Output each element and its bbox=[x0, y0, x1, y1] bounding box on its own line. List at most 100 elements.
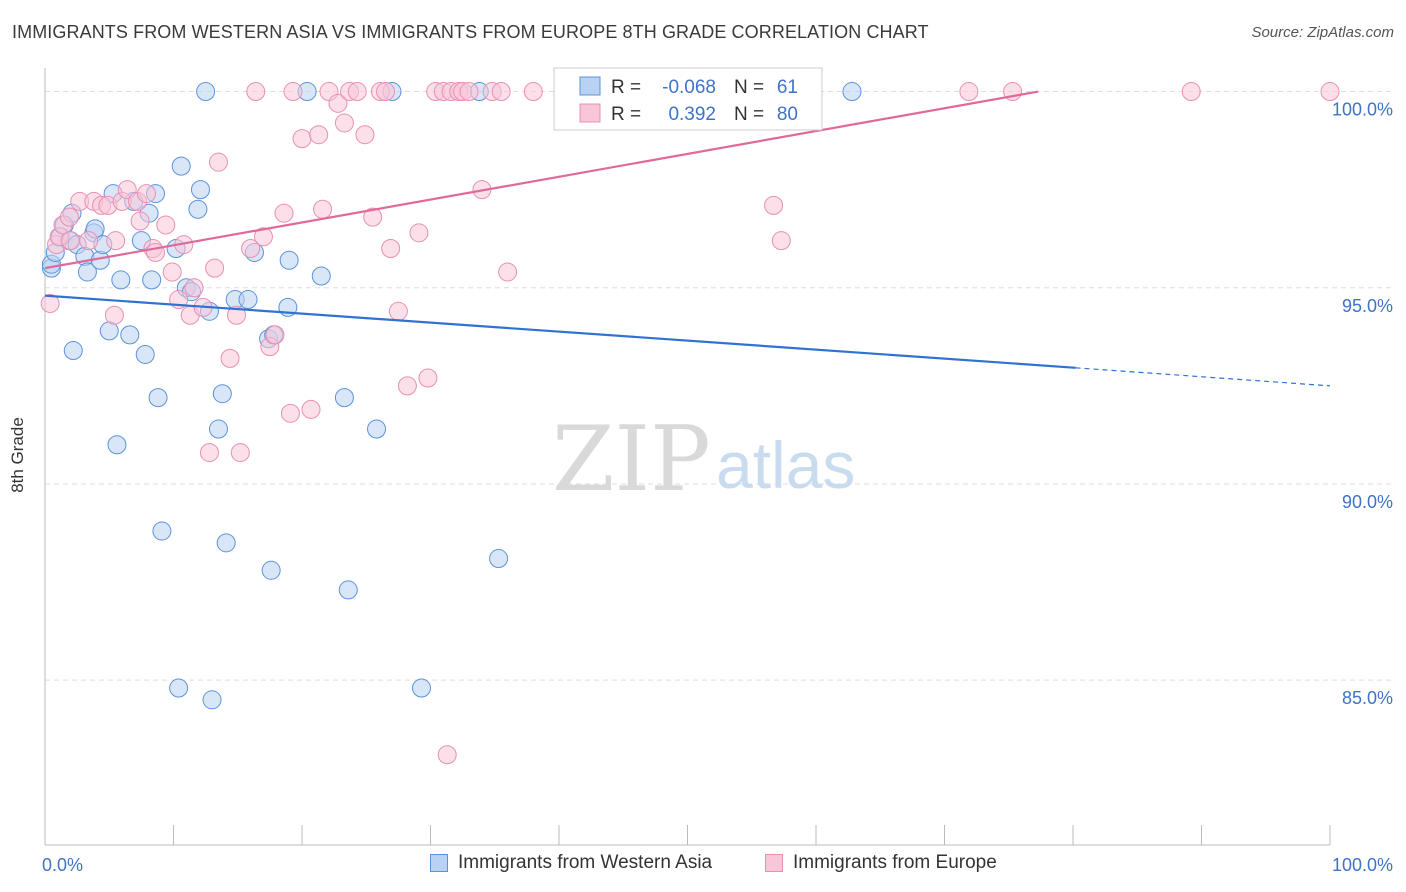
legend-r-label: R = bbox=[611, 104, 641, 125]
point-europe bbox=[459, 82, 479, 102]
point-europe bbox=[523, 82, 543, 102]
point-europe bbox=[347, 82, 367, 102]
point-europe bbox=[199, 443, 219, 463]
point-europe bbox=[274, 203, 294, 223]
point-europe bbox=[137, 184, 157, 204]
point-europe bbox=[246, 82, 266, 102]
y-tick-label: 95.0% bbox=[1342, 296, 1393, 316]
bottom-legend: Immigrants from Western Asia Immigrants … bbox=[0, 852, 1406, 878]
point-europe bbox=[220, 348, 240, 368]
point-europe bbox=[226, 305, 246, 325]
point-western-asia bbox=[111, 270, 131, 290]
legend-swatch-western-asia bbox=[430, 854, 448, 872]
point-europe bbox=[498, 262, 518, 282]
point-western-asia bbox=[334, 388, 354, 408]
point-europe bbox=[61, 231, 81, 251]
legend-n-value: 80 bbox=[777, 104, 798, 125]
watermark-atlas: atlas bbox=[716, 428, 855, 502]
point-europe bbox=[381, 239, 401, 259]
legend-n-label: N = bbox=[734, 77, 764, 98]
point-europe bbox=[397, 376, 417, 396]
point-europe bbox=[146, 242, 166, 262]
point-western-asia bbox=[135, 344, 155, 364]
axes bbox=[44, 68, 1331, 846]
point-europe bbox=[184, 278, 204, 298]
watermark-zip: ZIP bbox=[552, 407, 711, 512]
point-europe bbox=[301, 399, 321, 419]
legend-label-western-asia: Immigrants from Western Asia bbox=[458, 852, 713, 873]
point-europe bbox=[292, 129, 312, 149]
point-western-asia bbox=[842, 82, 862, 102]
legend-item-western-asia: Immigrants from Western Asia bbox=[430, 852, 712, 874]
point-europe bbox=[771, 231, 791, 251]
point-europe bbox=[1181, 82, 1201, 102]
point-western-asia bbox=[208, 419, 228, 439]
point-western-asia bbox=[148, 388, 168, 408]
point-europe bbox=[265, 325, 285, 345]
point-europe bbox=[328, 93, 348, 113]
trend-line-western-asia bbox=[44, 294, 1076, 369]
x-tick-label: 0.0% bbox=[42, 855, 83, 875]
point-western-asia bbox=[412, 678, 432, 698]
point-europe bbox=[40, 293, 60, 313]
point-europe bbox=[106, 231, 126, 251]
point-europe bbox=[334, 113, 354, 133]
y-tick-label: 90.0% bbox=[1342, 492, 1393, 512]
legend-item-europe: Immigrants from Europe bbox=[765, 852, 997, 874]
legend-label-europe: Immigrants from Europe bbox=[793, 852, 997, 873]
gridlines bbox=[45, 91, 1395, 681]
point-europe bbox=[437, 745, 457, 765]
legend-swatch-europe bbox=[579, 103, 601, 123]
point-europe bbox=[162, 262, 182, 282]
point-europe bbox=[959, 82, 979, 102]
point-europe bbox=[241, 239, 261, 259]
source-label: Source: ZipAtlas.com bbox=[1251, 24, 1394, 41]
point-europe bbox=[491, 82, 511, 102]
point-western-asia bbox=[77, 262, 97, 282]
point-europe bbox=[104, 305, 124, 325]
point-europe bbox=[230, 443, 250, 463]
point-europe bbox=[130, 211, 150, 231]
x-tick-label: 100.0% bbox=[1332, 855, 1393, 875]
point-western-asia bbox=[152, 521, 172, 541]
point-western-asia bbox=[196, 82, 216, 102]
point-western-asia bbox=[120, 325, 140, 345]
point-europe bbox=[376, 82, 396, 102]
point-europe bbox=[313, 199, 333, 219]
chart-title: IMMIGRANTS FROM WESTERN ASIA VS IMMIGRAN… bbox=[12, 22, 929, 42]
legend-r-value: 0.392 bbox=[668, 104, 716, 125]
point-europe bbox=[764, 195, 784, 215]
point-western-asia bbox=[338, 580, 358, 600]
y-tick-label: 100.0% bbox=[1332, 100, 1393, 120]
point-western-asia bbox=[216, 533, 236, 553]
point-western-asia bbox=[63, 341, 83, 361]
point-western-asia bbox=[171, 156, 191, 176]
point-europe bbox=[418, 368, 438, 388]
point-europe bbox=[388, 301, 408, 321]
point-western-asia bbox=[107, 435, 127, 455]
watermark: ZIP atlas bbox=[552, 407, 855, 512]
point-europe bbox=[1320, 82, 1340, 102]
point-europe bbox=[283, 82, 303, 102]
point-western-asia bbox=[212, 384, 232, 404]
point-europe bbox=[280, 403, 300, 423]
point-europe bbox=[309, 125, 329, 145]
point-western-asia bbox=[489, 549, 509, 569]
point-europe bbox=[208, 152, 228, 172]
point-europe bbox=[205, 258, 225, 278]
trend-line-western-asia-extension bbox=[1075, 367, 1331, 387]
point-western-asia bbox=[279, 250, 299, 270]
point-western-asia bbox=[311, 266, 331, 286]
legend-swatch-europe bbox=[765, 854, 783, 872]
point-western-asia bbox=[367, 419, 387, 439]
point-western-asia bbox=[238, 290, 258, 310]
point-europe bbox=[79, 231, 99, 251]
point-western-asia bbox=[190, 180, 210, 200]
y-tick-label: 85.0% bbox=[1342, 688, 1393, 708]
point-europe bbox=[355, 125, 375, 145]
legend-r-value: -0.068 bbox=[662, 77, 716, 98]
point-western-asia bbox=[188, 199, 208, 219]
point-western-asia bbox=[142, 270, 162, 290]
stats-legend: R = -0.068 N = 61 R = 0.392 N = 80 bbox=[553, 67, 823, 131]
